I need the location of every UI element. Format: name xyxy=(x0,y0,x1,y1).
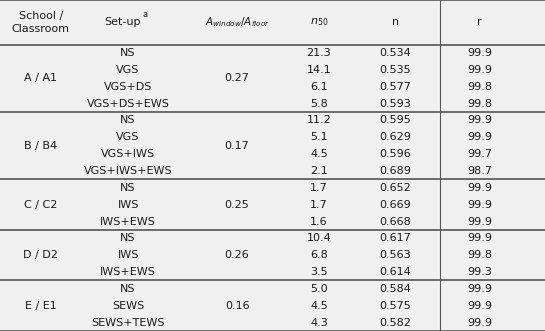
Text: 0.652: 0.652 xyxy=(379,183,411,193)
Text: SEWS+TEWS: SEWS+TEWS xyxy=(92,317,165,328)
Text: VGS+DS: VGS+DS xyxy=(104,82,152,92)
Text: 99.3: 99.3 xyxy=(467,267,492,277)
Text: 0.575: 0.575 xyxy=(379,301,411,311)
Text: 99.9: 99.9 xyxy=(467,132,492,142)
Text: 99.9: 99.9 xyxy=(467,233,492,243)
Text: 0.595: 0.595 xyxy=(379,116,411,125)
Text: 0.534: 0.534 xyxy=(379,48,411,58)
Text: 99.9: 99.9 xyxy=(467,284,492,294)
Text: 3.5: 3.5 xyxy=(310,267,328,277)
Text: 1.7: 1.7 xyxy=(310,200,328,210)
Text: n: n xyxy=(391,17,399,27)
Text: 99.9: 99.9 xyxy=(467,301,492,311)
Text: School /
Classroom: School / Classroom xyxy=(12,11,70,33)
Text: 5.0: 5.0 xyxy=(310,284,328,294)
Text: 0.668: 0.668 xyxy=(379,216,411,226)
Text: 0.25: 0.25 xyxy=(225,200,250,210)
Text: IWS: IWS xyxy=(117,200,139,210)
Text: 4.3: 4.3 xyxy=(310,317,328,328)
Text: 0.689: 0.689 xyxy=(379,166,411,176)
Text: 0.16: 0.16 xyxy=(225,301,250,311)
Text: 5.8: 5.8 xyxy=(310,99,328,109)
Text: 99.7: 99.7 xyxy=(467,149,492,159)
Text: 0.614: 0.614 xyxy=(379,267,411,277)
Text: IWS: IWS xyxy=(117,250,139,260)
Text: IWS+EWS: IWS+EWS xyxy=(100,267,156,277)
Text: 0.27: 0.27 xyxy=(225,73,250,83)
Text: 0.17: 0.17 xyxy=(225,141,250,151)
Text: 11.2: 11.2 xyxy=(306,116,331,125)
Text: 0.596: 0.596 xyxy=(379,149,411,159)
Text: 0.669: 0.669 xyxy=(379,200,411,210)
Text: 99.9: 99.9 xyxy=(467,48,492,58)
Text: 1.7: 1.7 xyxy=(310,183,328,193)
Text: D / D2: D / D2 xyxy=(23,250,58,260)
Text: 99.8: 99.8 xyxy=(467,99,492,109)
Text: 98.7: 98.7 xyxy=(467,166,492,176)
Text: C / C2: C / C2 xyxy=(24,200,58,210)
Text: 4.5: 4.5 xyxy=(310,149,328,159)
Text: 0.593: 0.593 xyxy=(379,99,411,109)
Text: NS: NS xyxy=(120,284,136,294)
Text: 0.26: 0.26 xyxy=(225,250,250,260)
Text: 99.9: 99.9 xyxy=(467,216,492,226)
Text: 0.584: 0.584 xyxy=(379,284,411,294)
Text: 6.8: 6.8 xyxy=(310,250,328,260)
Text: VGS+IWS+EWS: VGS+IWS+EWS xyxy=(84,166,172,176)
Text: VGS+IWS: VGS+IWS xyxy=(101,149,155,159)
Text: a: a xyxy=(143,10,148,19)
Text: E / E1: E / E1 xyxy=(25,301,57,311)
Text: Set-up: Set-up xyxy=(105,17,141,27)
Text: NS: NS xyxy=(120,183,136,193)
Text: NS: NS xyxy=(120,48,136,58)
Text: 0.563: 0.563 xyxy=(379,250,411,260)
Text: A / A1: A / A1 xyxy=(25,73,57,83)
Text: 2.1: 2.1 xyxy=(310,166,328,176)
Text: VGS: VGS xyxy=(117,132,140,142)
Text: 0.617: 0.617 xyxy=(379,233,411,243)
Text: 21.3: 21.3 xyxy=(306,48,331,58)
Text: 99.9: 99.9 xyxy=(467,116,492,125)
Text: 10.4: 10.4 xyxy=(306,233,331,243)
Text: NS: NS xyxy=(120,233,136,243)
Text: 99.9: 99.9 xyxy=(467,65,492,75)
Text: 99.9: 99.9 xyxy=(467,183,492,193)
Text: 0.582: 0.582 xyxy=(379,317,411,328)
Text: VGS: VGS xyxy=(117,65,140,75)
Text: 0.629: 0.629 xyxy=(379,132,411,142)
Text: IWS+EWS: IWS+EWS xyxy=(100,216,156,226)
Text: $A_\mathregular{window}/A_\mathregular{floor}$: $A_\mathregular{window}/A_\mathregular{f… xyxy=(204,16,270,29)
Text: 6.1: 6.1 xyxy=(310,82,328,92)
Text: 99.8: 99.8 xyxy=(467,82,492,92)
Text: 0.535: 0.535 xyxy=(379,65,411,75)
Text: $n_{50}$: $n_{50}$ xyxy=(310,17,328,28)
Text: 99.9: 99.9 xyxy=(467,317,492,328)
Text: 14.1: 14.1 xyxy=(306,65,331,75)
Text: r: r xyxy=(477,17,482,27)
Text: NS: NS xyxy=(120,116,136,125)
Text: 0.577: 0.577 xyxy=(379,82,411,92)
Text: VGS+DS+EWS: VGS+DS+EWS xyxy=(87,99,169,109)
Text: 99.8: 99.8 xyxy=(467,250,492,260)
Text: B / B4: B / B4 xyxy=(25,141,57,151)
Text: 4.5: 4.5 xyxy=(310,301,328,311)
Text: SEWS: SEWS xyxy=(112,301,144,311)
Text: 5.1: 5.1 xyxy=(310,132,328,142)
Text: 99.9: 99.9 xyxy=(467,200,492,210)
Text: 1.6: 1.6 xyxy=(310,216,328,226)
